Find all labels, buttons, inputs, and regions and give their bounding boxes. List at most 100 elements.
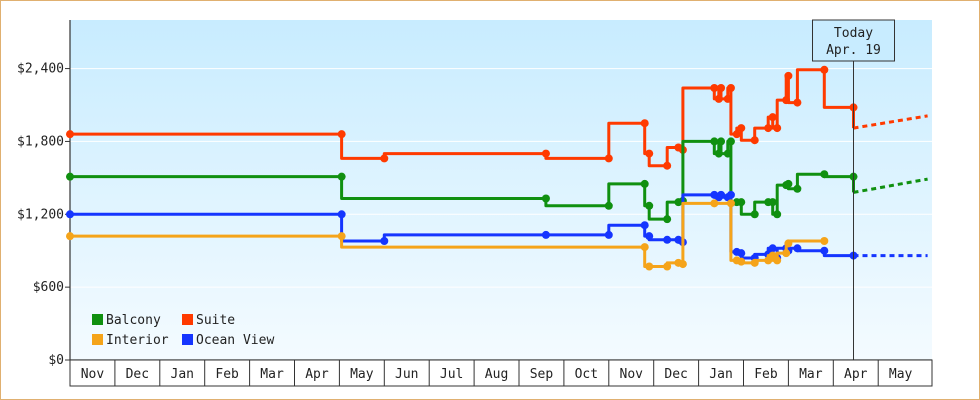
data-point [768, 113, 777, 122]
data-point [640, 119, 649, 128]
data-point [768, 198, 777, 207]
data-point [380, 154, 389, 163]
x-tick-label: Jan [171, 367, 194, 382]
data-point [717, 137, 726, 146]
data-point [726, 199, 735, 208]
data-point [541, 230, 550, 239]
data-point [541, 194, 550, 203]
data-point [66, 232, 74, 241]
data-point [714, 94, 723, 103]
data-point [663, 262, 672, 271]
x-tick-label: Jul [440, 367, 463, 382]
legend-label: Ocean View [196, 333, 274, 348]
today-label: Today [834, 26, 873, 41]
data-point [541, 149, 550, 158]
x-tick-label: Dec [126, 367, 149, 382]
data-point [773, 210, 782, 219]
data-point [750, 258, 759, 267]
legend-swatch [182, 334, 193, 345]
data-point [66, 210, 74, 219]
data-point [793, 244, 802, 253]
data-point [726, 84, 735, 92]
legend-label: Interior [106, 333, 169, 348]
data-point [678, 260, 687, 269]
legend-label: Balcony [106, 313, 161, 328]
legend-label: Suite [196, 313, 235, 328]
data-point [710, 84, 719, 92]
data-point [717, 190, 726, 199]
x-tick-label: Nov [620, 367, 644, 382]
data-point [737, 249, 746, 258]
x-tick-label: Sep [530, 367, 554, 382]
data-point [820, 170, 829, 179]
data-point [820, 65, 829, 74]
data-point [66, 172, 74, 181]
data-point [663, 215, 672, 224]
data-point [645, 232, 654, 241]
data-point [66, 130, 74, 139]
x-tick-label: Mar [799, 367, 823, 382]
legend-swatch [92, 334, 103, 345]
data-point [645, 201, 654, 210]
data-point [764, 124, 773, 133]
data-point [380, 237, 389, 245]
legend: Balcony Suite Interior Ocean View [92, 313, 274, 348]
y-axis: $0 $600 $1,200 $1,800 $2,400 [17, 20, 71, 368]
series-balcony [66, 137, 928, 224]
data-point [768, 244, 777, 253]
x-tick-label: Mar [260, 367, 284, 382]
data-point [737, 124, 746, 133]
x-tick-label: Dec [664, 367, 687, 382]
data-point [337, 232, 346, 241]
data-point [710, 137, 719, 146]
data-point [820, 246, 829, 255]
x-tick-label: Jan [709, 367, 732, 382]
data-point [750, 136, 759, 145]
forecast-line [853, 177, 928, 194]
data-point [337, 172, 346, 181]
data-point [782, 96, 791, 105]
legend-item-balcony: Balcony [92, 313, 161, 328]
data-point [337, 130, 346, 139]
x-tick-label: Feb [754, 367, 778, 382]
today-date: Apr. 19 [826, 43, 881, 58]
x-tick-label: Apr [844, 367, 868, 382]
data-point [737, 257, 746, 266]
y-tick-label: $2,400 [17, 62, 64, 77]
data-point [640, 243, 649, 252]
data-point [726, 190, 735, 199]
data-point [645, 149, 654, 158]
today-box [812, 19, 896, 62]
forecast-line [853, 114, 928, 130]
data-point [782, 249, 791, 258]
data-point [793, 184, 802, 193]
data-point [604, 230, 613, 239]
y-tick-label: $600 [33, 280, 64, 295]
data-point [645, 262, 654, 271]
data-point [337, 210, 346, 219]
data-point [723, 94, 732, 103]
x-tick-label: Nov [81, 367, 105, 382]
data-point [773, 256, 782, 265]
y-tick-label: $1,800 [17, 134, 64, 149]
data-point [723, 149, 732, 158]
x-axis: Nov Dec Jan Feb Mar Apr May Jun Jul Aug Sep Oct Nov D… [69, 359, 933, 387]
data-point [604, 154, 613, 163]
data-point [793, 98, 802, 107]
data-point [640, 179, 649, 188]
series-interior [66, 199, 829, 271]
x-tick-label: Apr [305, 367, 329, 382]
series-lines [66, 65, 928, 271]
x-tick-label: May [350, 367, 374, 382]
data-point [784, 179, 793, 188]
data-point [784, 71, 793, 80]
data-point [773, 124, 782, 133]
x-tick-label: Jun [395, 367, 418, 382]
data-point [737, 198, 746, 207]
data-point [663, 161, 672, 170]
x-tick-label: Feb [215, 367, 239, 382]
data-point [663, 235, 672, 244]
y-tick-label: $0 [48, 353, 64, 368]
data-point [726, 137, 735, 146]
